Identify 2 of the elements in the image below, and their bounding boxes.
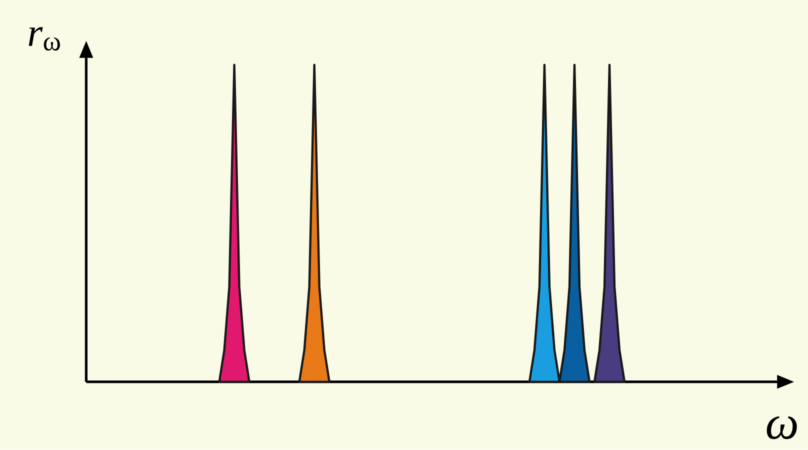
y-axis-title: r$_{ω}$ xyxy=(28,27,60,51)
x-axis-title: ω xyxy=(766,416,797,440)
